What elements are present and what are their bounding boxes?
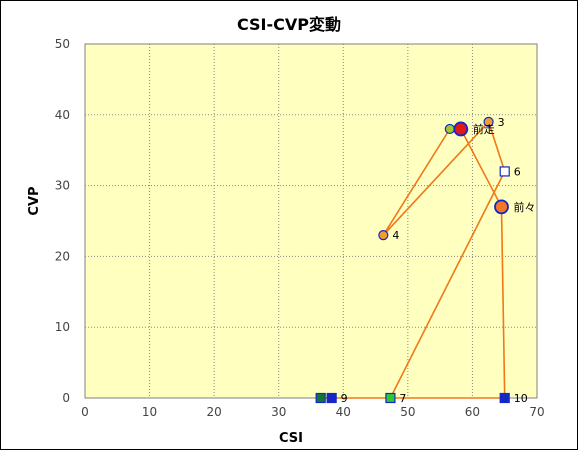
data-point-circle — [453, 121, 469, 137]
axis-ticks: 0 10 20 30 40 50 60 70 0 10 20 30 40 50 — [55, 37, 545, 419]
data-point-circle — [444, 123, 455, 135]
chart-title: CSI-CVP変動 — [237, 15, 341, 34]
y-axis-label: CVP — [27, 186, 42, 215]
point-labels: 4 3 6 前々 前走 7 9 10 — [341, 116, 536, 405]
data-point-circle — [483, 116, 494, 127]
data-point-square — [315, 392, 326, 404]
y-tick-label: 20 — [55, 249, 70, 263]
x-tick-label: 0 — [81, 405, 89, 419]
y-tick-label: 40 — [55, 108, 70, 122]
data-point-label: 9 — [341, 392, 348, 405]
y-tick-label: 0 — [62, 391, 70, 405]
data-point-label: 4 — [392, 229, 399, 242]
data-point-label: 7 — [399, 392, 406, 405]
data-point-circle — [494, 199, 509, 215]
data-point-square — [385, 392, 396, 404]
x-tick-label: 40 — [336, 405, 351, 419]
data-point-label: 3 — [498, 116, 505, 129]
data-point-square — [326, 392, 337, 404]
y-tick-label: 30 — [55, 179, 70, 193]
data-point-square — [499, 392, 510, 404]
data-point-label: 6 — [514, 165, 521, 178]
x-tick-label: 20 — [207, 405, 222, 419]
x-tick-label: 70 — [529, 405, 544, 419]
data-point-circle — [378, 230, 389, 241]
x-tick-label: 60 — [465, 405, 480, 419]
markers — [315, 116, 510, 404]
x-tick-label: 30 — [271, 405, 286, 419]
data-point-label: 10 — [514, 392, 528, 405]
data-point-square — [499, 166, 510, 177]
x-axis-label: CSI — [279, 431, 303, 446]
x-tick-label: 50 — [400, 405, 415, 419]
y-tick-label: 50 — [55, 37, 70, 51]
y-tick-label: 10 — [55, 320, 70, 334]
x-tick-label: 10 — [142, 405, 157, 419]
grid-lines — [85, 44, 537, 398]
data-point-label: 前走 — [473, 122, 495, 136]
plot-area — [84, 43, 538, 399]
data-point-label: 前々 — [513, 200, 535, 214]
